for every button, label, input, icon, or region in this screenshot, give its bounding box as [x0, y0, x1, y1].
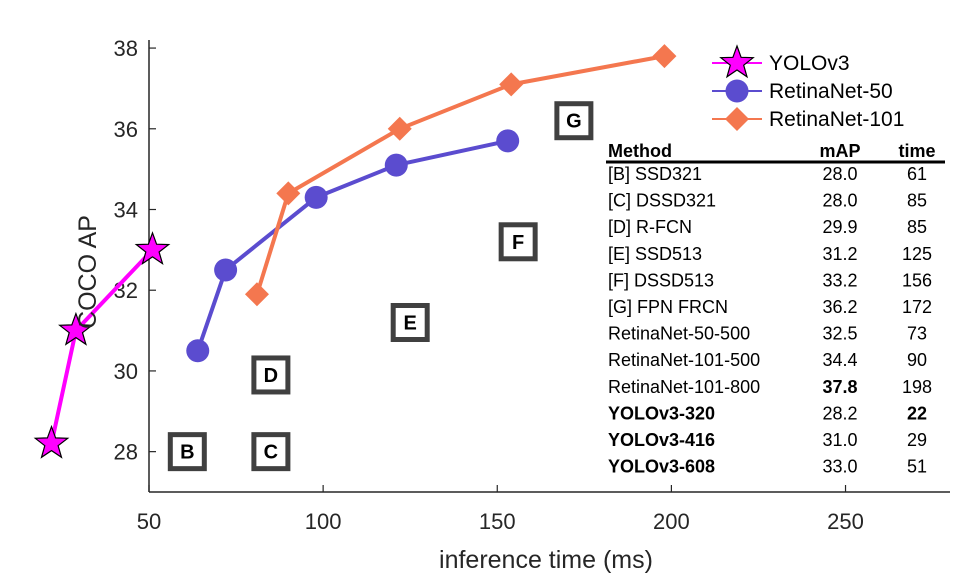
table-cell-map: 28.2: [822, 403, 857, 423]
legend-label: YOLOv3: [769, 52, 850, 75]
table-cell-method: [E] SSD513: [608, 244, 702, 264]
y-tick-label: 34: [114, 198, 138, 223]
series-point-1: [186, 339, 210, 363]
table-cell-map: 32.5: [822, 324, 857, 344]
table-cell-time: 85: [907, 217, 927, 237]
table-cell-map: 31.0: [822, 430, 857, 450]
series-line-1: [195, 138, 509, 352]
table-cell-map: 33.2: [822, 270, 857, 290]
legend-marker: [725, 79, 749, 103]
table-cell-time: 22: [907, 403, 927, 423]
legend-marker: [725, 107, 749, 131]
method-point-box: [390, 303, 430, 342]
series-point-0: [58, 311, 94, 346]
table-header-time: time: [898, 141, 935, 161]
series-point-2: [276, 181, 301, 206]
x-axis-title: inference time (ms): [439, 546, 653, 574]
table-header-map: mAP: [819, 141, 860, 161]
y-tick-label: 28: [114, 440, 138, 465]
method-point-label: D: [264, 365, 278, 387]
table-cell-method: [C] DSSD321: [608, 191, 716, 211]
table-cell-method: YOLOv3-320: [608, 403, 715, 423]
table-cell-time: 172: [902, 297, 932, 317]
series-layer: [33, 44, 677, 459]
y-tick-label: 30: [114, 359, 138, 384]
table-header-method: Method: [608, 141, 672, 161]
table-cell-map: 36.2: [822, 297, 857, 317]
legend-label: RetinaNet-101: [769, 108, 904, 131]
ticks: 50 100 150 200 250 28 30 32 34 36 38: [114, 36, 864, 534]
table-cell-method: RetinaNet-101-800: [608, 377, 760, 397]
results-table: Method mAP time [B] SSD321 28.0 61 [C] DSSD321…: [606, 141, 945, 477]
x-tick-label: 200: [653, 509, 690, 534]
series-point-0: [33, 424, 70, 459]
table-cell-time: 85: [907, 191, 927, 211]
method-point-label: B: [180, 442, 194, 464]
method-point-label: C: [264, 442, 278, 464]
y-tick-label: 32: [114, 278, 138, 303]
series-point-2: [499, 72, 524, 97]
table-cell-map: 31.2: [822, 244, 857, 264]
method-point-label: E: [404, 313, 417, 335]
method-point-label: F: [512, 232, 524, 254]
series-point-1: [496, 129, 520, 153]
table-cell-time: 156: [902, 270, 932, 290]
table-cell-method: YOLOv3-608: [608, 457, 715, 477]
table-cell-method: RetinaNet-101-500: [608, 350, 760, 370]
table-cell-map: 33.0: [822, 457, 857, 477]
table-cell-map: 37.8: [822, 377, 857, 397]
table-cell-time: 51: [907, 457, 927, 477]
table-cell-method: [F] DSSD513: [608, 270, 714, 290]
method-point-box: [251, 432, 291, 472]
table-cell-time: 73: [907, 324, 927, 344]
x-tick-label: 250: [827, 509, 864, 534]
x-tick-label: 50: [137, 509, 161, 534]
series-point-1: [214, 258, 238, 282]
table-cell-time: 125: [902, 244, 932, 264]
legend-label: RetinaNet-50: [769, 80, 893, 103]
x-tick-label: 150: [479, 509, 516, 534]
table-cell-map: 29.9: [822, 217, 857, 237]
table-cell-method: [B] SSD321: [608, 164, 702, 184]
series-line-2: [255, 54, 665, 295]
table-cell-method: [D] R-FCN: [608, 217, 692, 237]
table-cell-map: 28.0: [822, 164, 857, 184]
legend: YOLOv3 RetinaNet-50 RetinaNet-101: [712, 44, 904, 131]
table-cell-time: 29: [907, 430, 927, 450]
table-cell-time: 90: [907, 350, 927, 370]
y-axis-title: COCO AP: [74, 215, 102, 329]
method-point-box: [167, 432, 207, 472]
table-cell-map: 28.0: [822, 191, 857, 211]
series-point-1: [384, 153, 408, 177]
method-point-label: G: [566, 111, 582, 133]
table-cell-method: RetinaNet-50-500: [608, 324, 750, 344]
series-point-0: [134, 231, 171, 266]
table-cell-time: 198: [902, 377, 932, 397]
y-tick-label: 36: [114, 117, 138, 142]
table-cell-method: YOLOv3-416: [608, 430, 715, 450]
method-point-box: [554, 101, 594, 141]
series-point-1: [304, 185, 328, 209]
table-cell-time: 61: [907, 164, 927, 184]
method-points: B C D E F G: [167, 101, 594, 472]
y-tick-label: 38: [114, 36, 138, 61]
method-point-box: [498, 222, 538, 262]
table-cell-map: 34.4: [822, 350, 857, 370]
series-point-2: [244, 282, 269, 307]
x-tick-label: 100: [305, 509, 342, 534]
table-cell-method: [G] FPN FRCN: [608, 297, 728, 317]
series-point-2: [652, 44, 677, 69]
legend-marker: [719, 44, 755, 79]
axes: [148, 40, 950, 493]
series-point-2: [387, 116, 412, 141]
method-point-box: [251, 355, 291, 395]
